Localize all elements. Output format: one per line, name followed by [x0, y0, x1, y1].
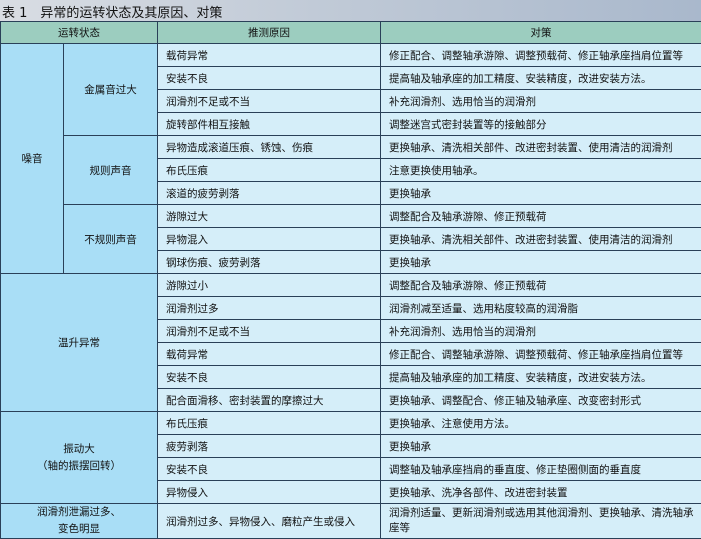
- table-row: 规则声音异物造成滚道压痕、锈蚀、伤痕更换轴承、清洗相关部件、改进密封装置、使用清…: [1, 136, 701, 159]
- state-leak1: 润滑剂泄漏过多、: [1, 504, 157, 521]
- measure-cell: 润滑剂减至适量、选用粘度较高的润滑脂: [381, 297, 701, 320]
- cause-cell: 钢球伤痕、疲劳剥落: [158, 251, 381, 274]
- measure-cell: 补充润滑剂、选用恰当的润滑剂: [381, 90, 701, 113]
- measure-cell: 注意更换使用轴承。: [381, 159, 701, 182]
- state-irregular: 不规则声音: [64, 205, 158, 274]
- measure-cell: 更换轴承、调整配合、修正轴及轴承座、改变密封形式: [381, 389, 701, 412]
- cause-cell: 载荷异常: [158, 343, 381, 366]
- measure-cell: 补充润滑剂、选用恰当的润滑剂: [381, 320, 701, 343]
- measure-cell: 调整迷宫式密封装置等的接触部分: [381, 113, 701, 136]
- header-row: 运转状态 推测原因 对策: [1, 22, 701, 44]
- cause-cell: 异物造成滚道压痕、锈蚀、伤痕: [158, 136, 381, 159]
- cause-cell: 旋转部件相互接触: [158, 113, 381, 136]
- state-vib1: 振动大: [1, 441, 157, 458]
- measure-cell: 润滑剂适量、更新润滑剂或选用其他润滑剂、更换轴承、清洗轴承座等: [381, 504, 701, 539]
- table-title: 表 1 异常的运转状态及其原因、对策: [2, 2, 222, 21]
- cause-cell: 滚道的疲劳剥落: [158, 182, 381, 205]
- cause-cell: 安装不良: [158, 366, 381, 389]
- measure-cell: 调整配合及轴承游隙、修正预载荷: [381, 205, 701, 228]
- cause-cell: 布氏压痕: [158, 159, 381, 182]
- measure-cell: 提高轴及轴承座的加工精度、安装精度，改进安装方法。: [381, 366, 701, 389]
- state-temp: 温升异常: [1, 274, 158, 412]
- cause-cell: 润滑剂不足或不当: [158, 320, 381, 343]
- measure-cell: 修正配合、调整轴承游隙、调整预载荷、修正轴承座挡肩位置等: [381, 44, 701, 67]
- table-row: 温升异常游隙过小调整配合及轴承游隙、修正预载荷: [1, 274, 701, 297]
- state-metal: 金属音过大: [64, 44, 158, 136]
- fault-table: 运转状态 推测原因 对策 噪音金属音过大载荷异常修正配合、调整轴承游隙、调整预载…: [0, 21, 701, 539]
- cause-cell: 游隙过小: [158, 274, 381, 297]
- measure-cell: 调整配合及轴承游隙、修正预载荷: [381, 274, 701, 297]
- table-row: 噪音金属音过大载荷异常修正配合、调整轴承游隙、调整预载荷、修正轴承座挡肩位置等: [1, 44, 701, 67]
- measure-cell: 更换轴承: [381, 251, 701, 274]
- cause-cell: 异物混入: [158, 228, 381, 251]
- cause-cell: 润滑剂过多: [158, 297, 381, 320]
- table-row: 振动大（轴的振摆回转）布氏压痕更换轴承、注意使用方法。: [1, 412, 701, 435]
- state-noise: 噪音: [1, 44, 64, 274]
- cause-cell: 疲劳剥落: [158, 435, 381, 458]
- state-vib: 振动大（轴的振摆回转）: [1, 412, 158, 504]
- measure-cell: 更换轴承、注意使用方法。: [381, 412, 701, 435]
- measure-cell: 更换轴承、清洗相关部件、改进密封装置、使用清洁的润滑剂: [381, 136, 701, 159]
- state-leak: 润滑剂泄漏过多、变色明显: [1, 504, 158, 539]
- cause-cell: 布氏压痕: [158, 412, 381, 435]
- measure-cell: 更换轴承: [381, 435, 701, 458]
- header-state: 运转状态: [1, 22, 158, 44]
- measure-cell: 更换轴承、洗净各部件、改进密封装置: [381, 481, 701, 504]
- state-vib2: （轴的振摆回转）: [1, 458, 157, 475]
- cause-cell: 润滑剂过多、异物侵入、磨粒产生或侵入: [158, 504, 381, 539]
- cause-cell: 安装不良: [158, 67, 381, 90]
- measure-cell: 更换轴承、清洗相关部件、改进密封装置、使用清洁的润滑剂: [381, 228, 701, 251]
- cause-cell: 异物侵入: [158, 481, 381, 504]
- cause-cell: 安装不良: [158, 458, 381, 481]
- measure-cell: 提高轴及轴承座的加工精度、安装精度，改进安装方法。: [381, 67, 701, 90]
- measure-cell: 调整轴及轴承座挡肩的垂直度、修正垫圈侧面的垂直度: [381, 458, 701, 481]
- state-leak2: 变色明显: [1, 521, 157, 538]
- measure-cell: 更换轴承: [381, 182, 701, 205]
- cause-cell: 游隙过大: [158, 205, 381, 228]
- header-measure: 对策: [381, 22, 701, 44]
- state-regular: 规则声音: [64, 136, 158, 205]
- title-bar: 表 1 异常的运转状态及其原因、对策: [0, 0, 701, 22]
- cause-cell: 润滑剂不足或不当: [158, 90, 381, 113]
- header-cause: 推测原因: [158, 22, 381, 44]
- cause-cell: 配合面滑移、密封装置的摩擦过大: [158, 389, 381, 412]
- cause-cell: 载荷异常: [158, 44, 381, 67]
- measure-cell: 修正配合、调整轴承游隙、调整预载荷、修正轴承座挡肩位置等: [381, 343, 701, 366]
- table-row: 不规则声音游隙过大调整配合及轴承游隙、修正预载荷: [1, 205, 701, 228]
- table-row: 润滑剂泄漏过多、变色明显润滑剂过多、异物侵入、磨粒产生或侵入润滑剂适量、更新润滑…: [1, 504, 701, 539]
